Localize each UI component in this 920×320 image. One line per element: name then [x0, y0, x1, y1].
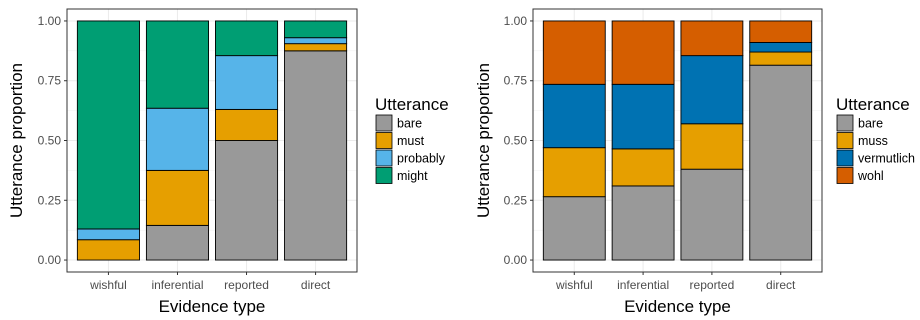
bar-segment-wishful-muss [542, 147, 606, 198]
bar-segment-wishful-probably [76, 228, 140, 241]
legend: Utterance bare muss vermutlich wohl [836, 95, 915, 184]
bar-segment-reported-bare [215, 140, 279, 261]
legend-label-muss: muss [858, 134, 888, 148]
legend-title: Utterance [375, 95, 449, 114]
bar-segment-direct-vermutlich [749, 42, 813, 53]
y-tick-label: 0.25 [38, 193, 62, 207]
bars [76, 20, 348, 261]
bar-segment-inferential-wohl [611, 20, 675, 85]
legend: Utterance bare must probably might [375, 95, 449, 184]
chart-right: 0.00 0.25 0.50 0.75 1.00 wishful inferential re… [474, 8, 915, 316]
bar-segment-direct-probably [284, 37, 348, 45]
y-tick-label: 0.00 [504, 253, 528, 267]
bar-segment-inferential-might [145, 20, 209, 109]
legend-swatch-might [375, 167, 393, 184]
y-tick-label: 1.00 [504, 14, 528, 28]
bar-segment-reported-probably [215, 55, 279, 110]
bar-segment-reported-bare [680, 168, 744, 261]
x-tick-label: wishful [89, 278, 127, 292]
bar-segment-reported-wohl [680, 20, 744, 57]
legend-label-must: must [397, 134, 425, 148]
y-tick-label: 0.00 [38, 253, 62, 267]
y-axis-title: Utterance proportion [474, 63, 493, 218]
chart-left: 0.00 0.25 0.50 0.75 1.00 wishful inferential re… [7, 8, 449, 316]
x-tick-label: reported [224, 278, 269, 292]
legend-swatch-bare [836, 114, 854, 132]
bar-segment-direct-bare [749, 64, 813, 261]
y-tick-label: 0.75 [38, 74, 62, 88]
bar-segment-direct-must [284, 43, 348, 52]
x-axis-title: Evidence type [624, 297, 731, 316]
legend-label-bare: bare [858, 117, 883, 131]
bar-segment-direct-wohl [749, 20, 813, 43]
bar-segment-reported-might [215, 20, 279, 57]
bar-segment-reported-vermutlich [680, 55, 744, 125]
legend-title: Utterance [836, 95, 910, 114]
bar-segment-wishful-must [76, 239, 140, 261]
legend-swatch-must [375, 132, 393, 149]
bar-segment-inferential-muss [611, 148, 675, 187]
bar-segment-reported-muss [680, 123, 744, 170]
y-tick-label: 0.50 [38, 134, 62, 148]
legend-swatch-vermutlich [836, 149, 854, 167]
bar-segment-direct-might [284, 20, 348, 39]
legend-swatch-muss [836, 132, 854, 149]
bar-segment-wishful-bare [542, 196, 606, 261]
bar-segment-direct-muss [749, 51, 813, 66]
x-tick-label: inferential [617, 278, 669, 292]
y-tick-label: 0.75 [504, 74, 528, 88]
bar-segment-inferential-bare [145, 224, 209, 261]
legend-label-might: might [397, 169, 428, 183]
x-tick-label: reported [690, 278, 735, 292]
legend-label-bare: bare [397, 117, 422, 131]
legend-swatch-bare [375, 114, 393, 132]
y-tick-label: 0.25 [504, 193, 528, 207]
bar-segment-reported-must [215, 108, 279, 141]
x-tick-label: direct [301, 278, 331, 292]
legend-swatch-wohl [836, 167, 854, 184]
x-axis-title: Evidence type [159, 297, 266, 316]
x-tick-label: direct [766, 278, 796, 292]
y-axis-title: Utterance proportion [7, 63, 26, 218]
bar-segment-direct-bare [284, 50, 348, 261]
bars [542, 20, 813, 261]
bar-segment-wishful-might [76, 20, 140, 230]
x-tick-label: inferential [151, 278, 203, 292]
bar-segment-inferential-probably [145, 107, 209, 171]
bar-segment-wishful-vermutlich [542, 83, 606, 149]
legend-label-vermutlich: vermutlich [858, 152, 915, 166]
x-tick-label: wishful [555, 278, 593, 292]
legend-label-probably: probably [397, 152, 446, 166]
bar-segment-inferential-vermutlich [611, 83, 675, 150]
y-tick-label: 0.50 [504, 134, 528, 148]
bar-segment-inferential-must [145, 169, 209, 226]
bar-segment-wishful-wohl [542, 20, 606, 85]
bar-segment-inferential-bare [611, 185, 675, 261]
legend-swatch-probably [375, 149, 393, 167]
y-tick-label: 1.00 [38, 14, 62, 28]
legend-label-wohl: wohl [857, 169, 884, 183]
